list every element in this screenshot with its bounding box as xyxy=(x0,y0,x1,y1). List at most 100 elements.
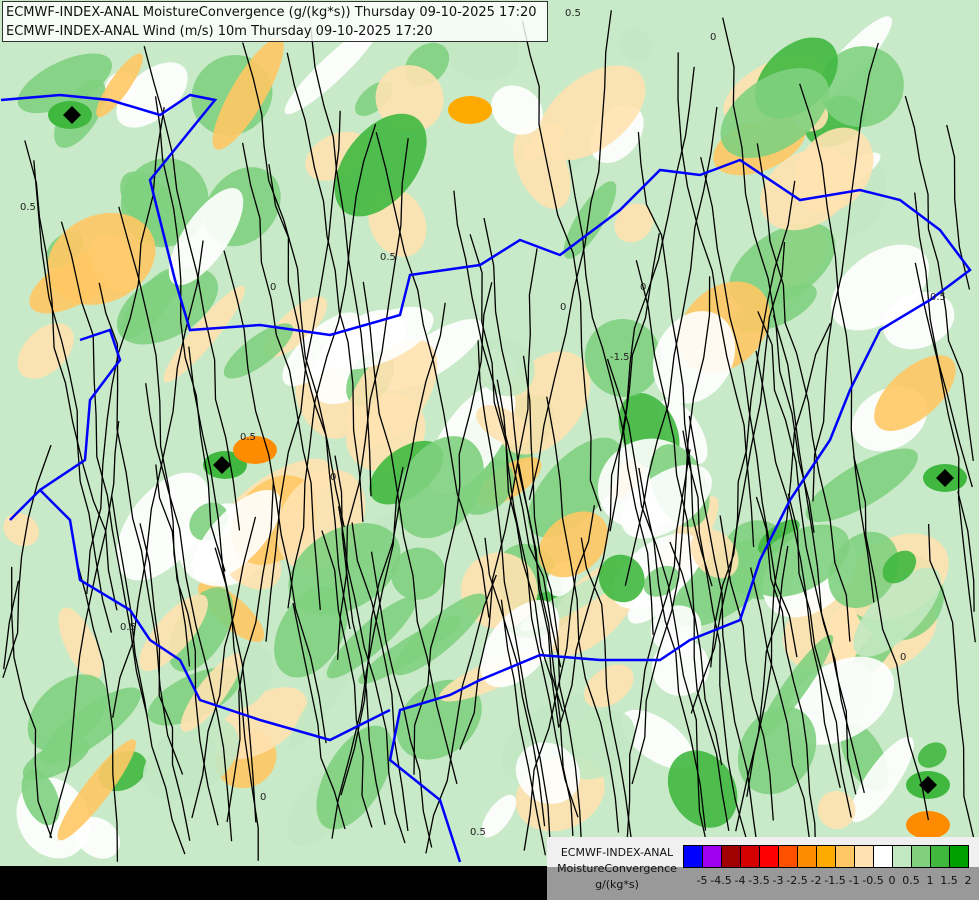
legend-swatch xyxy=(760,846,779,867)
contour-label: -1.5 xyxy=(610,352,630,363)
wind-streamline xyxy=(33,160,113,633)
convergence-area xyxy=(614,203,654,243)
wind-streamline xyxy=(755,350,841,789)
wind-streamline xyxy=(268,164,351,630)
convergence-area xyxy=(831,244,929,331)
wind-streamline xyxy=(241,142,321,611)
wind-streamline xyxy=(351,522,409,831)
wind-streamline xyxy=(331,466,404,839)
convergence-area xyxy=(817,790,856,830)
wind-streamline xyxy=(496,379,579,818)
legend-tick-label: -3.5 xyxy=(748,874,770,887)
wind-streamline xyxy=(812,42,879,502)
wind-streamline xyxy=(546,396,620,833)
wind-streamline xyxy=(362,281,458,784)
wind-streamline xyxy=(425,574,497,854)
convergence-area xyxy=(168,187,244,286)
convergence-area xyxy=(491,85,543,135)
wind-streamline xyxy=(746,323,831,797)
wind-streamline xyxy=(690,242,786,714)
wind-streamline xyxy=(242,42,345,528)
legend-tick-label: -2.5 xyxy=(786,874,808,887)
wind-streamline xyxy=(336,138,409,660)
legend-swatch xyxy=(855,846,874,867)
contour-label: 0 xyxy=(330,472,336,483)
legend-tick-label: 0.5 xyxy=(902,874,920,887)
wind-streamline xyxy=(957,491,975,612)
convergence-area xyxy=(391,547,446,600)
wind-streamline xyxy=(2,444,52,679)
convergence-area xyxy=(116,62,188,128)
convergence-area xyxy=(906,811,950,839)
convergence-area xyxy=(346,339,438,448)
convergence-area xyxy=(17,323,74,379)
wind-streamline xyxy=(521,20,602,512)
wind-streamline xyxy=(682,430,749,846)
legend-tick-label: -0.5 xyxy=(862,874,884,887)
contour-label: 0.5 xyxy=(930,292,946,303)
legend-swatch xyxy=(741,846,760,867)
wind-streamline xyxy=(145,383,233,842)
convergence-area xyxy=(120,268,180,340)
legend-swatch xyxy=(912,846,931,867)
convergence-area xyxy=(316,725,393,830)
legend-swatch xyxy=(798,846,817,867)
wind-streamline xyxy=(914,192,973,488)
legend-tick-label: 0 xyxy=(888,874,896,887)
convergence-area xyxy=(163,285,245,383)
legend-tick-label: -1 xyxy=(848,874,860,887)
wind-streamline xyxy=(11,566,53,839)
contour-label: 0 xyxy=(560,302,566,313)
wind-streamline xyxy=(669,541,730,831)
wind-streamline xyxy=(638,467,707,831)
legend-swatch xyxy=(950,846,968,867)
legend-swatch xyxy=(836,846,855,867)
wind-streamline xyxy=(286,52,364,522)
convergence-area xyxy=(690,528,739,579)
wind-streamline xyxy=(191,516,257,819)
convergence-peak xyxy=(213,456,231,474)
convergence-area xyxy=(57,739,136,841)
convergence-area xyxy=(819,46,904,128)
wind-streamline xyxy=(76,562,119,862)
legend-tick-label: -2 xyxy=(810,874,822,887)
country-border xyxy=(39,489,391,742)
contour-label: 0.5 xyxy=(120,622,136,633)
legend-tick-label: -4.5 xyxy=(710,874,732,887)
wind-streamline xyxy=(310,27,372,497)
wind-streamline xyxy=(139,523,191,841)
country-border xyxy=(0,93,972,863)
convergence-area xyxy=(584,664,634,708)
wind-streamline xyxy=(757,311,865,794)
wind-streamline xyxy=(3,580,20,670)
convergence-peak xyxy=(936,469,954,487)
convergence-area xyxy=(621,464,712,539)
wind-streamline xyxy=(677,52,755,548)
wind-streamline xyxy=(568,159,654,635)
convergence-area xyxy=(40,687,141,765)
wind-streamline xyxy=(528,10,612,500)
convergence-area xyxy=(651,639,710,696)
wind-streamline xyxy=(459,248,538,750)
wind-streamline xyxy=(500,599,547,856)
wind-streamline xyxy=(477,340,551,839)
convergence-area xyxy=(537,65,646,161)
convergence-area xyxy=(17,53,112,114)
convergence-area xyxy=(598,554,645,603)
color-legend: ECMWF-INDEX-ANAL MoistureConvergence g/(… xyxy=(547,837,979,900)
wind-streamline xyxy=(453,190,562,668)
wind-streamline xyxy=(469,234,560,728)
convergence-area xyxy=(47,212,156,305)
convergence-area xyxy=(168,587,234,672)
wind-streamline xyxy=(375,132,490,618)
contour-label: 0 xyxy=(900,652,906,663)
convergence-area xyxy=(758,634,834,738)
wind-streamline xyxy=(735,545,789,832)
legend-swatch xyxy=(684,846,703,867)
convergence-area xyxy=(139,594,208,672)
convergence-area xyxy=(620,709,694,769)
wind-streamline xyxy=(772,315,857,795)
convergence-area xyxy=(21,769,60,826)
wind-streamline xyxy=(484,537,546,827)
weather-map[interactable]: 0.5 0 0.5 0 -1.5 0.5 0 0.5 0 0.5 0 0.5 0 0.5 0 xyxy=(0,0,979,866)
